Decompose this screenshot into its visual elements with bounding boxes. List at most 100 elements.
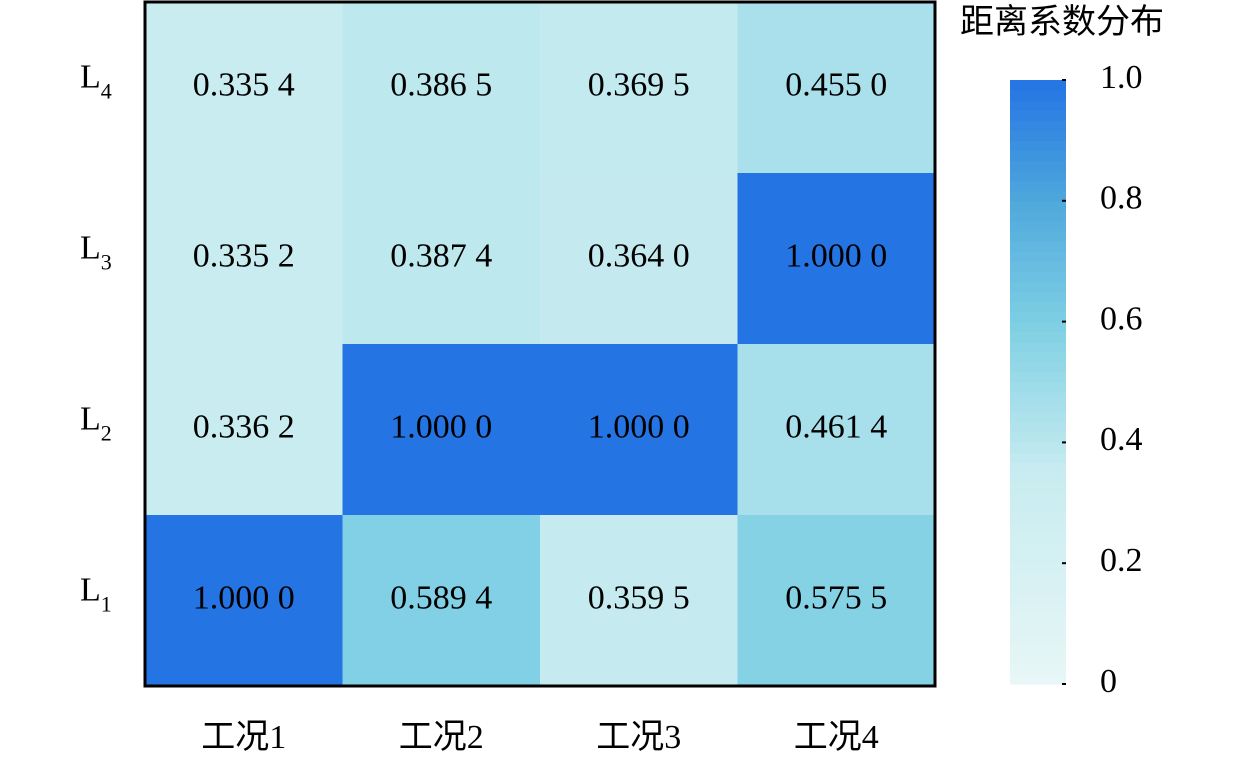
x-tick-label: 工况4 xyxy=(794,719,879,756)
colorbar-segment xyxy=(1010,371,1066,383)
colorbar-segment xyxy=(1010,663,1066,675)
colorbar-segment xyxy=(1010,533,1066,544)
colorbar-segment xyxy=(1010,543,1066,554)
cell-label: 1.000 0 xyxy=(588,408,690,445)
colorbar-segment xyxy=(1010,281,1066,292)
colorbar-segment xyxy=(1010,633,1066,645)
colorbar-tick-label: 0 xyxy=(1100,663,1117,700)
colorbar-segment xyxy=(1010,160,1066,172)
colorbar-segment xyxy=(1010,512,1066,524)
y-tick-label: L2 xyxy=(80,400,112,445)
heatmap-cell xyxy=(342,344,541,516)
colorbar-segment xyxy=(1010,623,1066,635)
colorbar-segment xyxy=(1010,392,1066,403)
cell-label: 0.335 2 xyxy=(193,237,295,274)
cell-label: 1.000 0 xyxy=(390,408,492,445)
colorbar-segment xyxy=(1010,643,1066,655)
cell-label: 0.455 0 xyxy=(785,66,887,103)
colorbar-segment xyxy=(1010,432,1066,443)
cell-label: 0.335 4 xyxy=(193,66,295,103)
colorbar-segment xyxy=(1010,573,1066,584)
cell-label: 0.387 4 xyxy=(390,237,492,274)
colorbar-segment xyxy=(1010,110,1066,121)
x-tick-label: 工况3 xyxy=(596,719,681,756)
colorbar-segment xyxy=(1010,170,1066,182)
y-tick-label: L1 xyxy=(80,571,112,616)
colorbar-segment xyxy=(1010,241,1066,252)
cell-label: 0.589 4 xyxy=(390,579,492,616)
colorbar-segment xyxy=(1010,472,1066,484)
plot-frame xyxy=(143,0,937,688)
heatmap-cell xyxy=(540,344,738,516)
heatmap-cell xyxy=(737,173,936,345)
heatmap-cell xyxy=(145,173,343,345)
colorbar-segment xyxy=(1010,140,1066,151)
colorbar-segment xyxy=(1010,462,1066,474)
y-tick-label: L4 xyxy=(80,58,112,103)
colorbar-segment xyxy=(1010,130,1066,141)
heatmap-cell xyxy=(342,515,541,687)
colorbar-segment xyxy=(1010,220,1066,232)
cell-label: 1.000 0 xyxy=(193,579,295,616)
colorbar-segment xyxy=(1010,603,1066,615)
colorbar-segment xyxy=(1010,251,1066,262)
cell-label: 0.386 5 xyxy=(390,66,492,103)
colorbar-tick-label: 0.2 xyxy=(1100,542,1143,579)
x-tick-label: 工况1 xyxy=(201,719,286,756)
colorbar-segment xyxy=(1010,402,1066,413)
heatmap-cell xyxy=(342,173,541,345)
colorbar-segment xyxy=(1010,90,1066,101)
cell-label: 0.359 5 xyxy=(588,579,690,616)
heatmap-cell xyxy=(342,2,541,174)
colorbar-segment xyxy=(1010,271,1066,282)
colorbar-segment xyxy=(1010,563,1066,574)
colorbar-segment xyxy=(1010,301,1066,313)
colorbar-segment xyxy=(1010,231,1066,242)
colorbar-segment xyxy=(1010,593,1066,604)
heatmap-cell xyxy=(737,2,936,174)
colorbar-tick-label: 0.6 xyxy=(1100,300,1143,337)
colorbar-segment xyxy=(1010,321,1066,333)
heatmap-cell xyxy=(540,173,738,345)
colorbar-segment xyxy=(1010,442,1066,453)
colorbar-segment xyxy=(1010,210,1066,222)
colorbar-segment xyxy=(1010,382,1066,393)
colorbar-segment xyxy=(1010,583,1066,594)
cell-label: 0.364 0 xyxy=(588,237,690,274)
colorbar-segment xyxy=(1010,492,1066,504)
colorbar-segment xyxy=(1010,553,1066,564)
heatmap-cell xyxy=(145,515,343,687)
cell-label: 0.336 2 xyxy=(193,408,295,445)
heatmap-cell xyxy=(540,2,738,174)
colorbar-segment xyxy=(1010,331,1066,343)
colorbar-segment xyxy=(1010,190,1066,202)
heatmap-cell xyxy=(737,344,936,516)
x-tick-label: 工况2 xyxy=(399,719,484,756)
heatmap-cell xyxy=(145,2,343,174)
colorbar-segment xyxy=(1010,452,1066,464)
colorbar-tick-label: 0.8 xyxy=(1100,180,1143,217)
cell-label: 0.461 4 xyxy=(785,408,887,445)
colorbar-segment xyxy=(1010,422,1066,433)
colorbar-segment xyxy=(1010,613,1066,625)
colorbar-segment xyxy=(1010,80,1066,91)
colorbar-segment xyxy=(1010,412,1066,423)
colorbar-title: 距离系数分布 xyxy=(960,3,1164,41)
colorbar-segment xyxy=(1010,361,1066,373)
colorbar-segment xyxy=(1010,261,1066,272)
colorbar-segment xyxy=(1010,351,1066,363)
colorbar-tick-label: 1.0 xyxy=(1100,59,1143,96)
heatmap-cell xyxy=(145,344,343,516)
colorbar-segment xyxy=(1010,482,1066,494)
colorbar-segment xyxy=(1010,673,1066,685)
colorbar-tick-label: 0.4 xyxy=(1100,421,1143,458)
heatmap-cell xyxy=(540,515,738,687)
colorbar-segment xyxy=(1010,291,1066,302)
colorbar-segment xyxy=(1010,522,1066,534)
cell-label: 0.369 5 xyxy=(588,66,690,103)
colorbar-segment xyxy=(1010,502,1066,514)
colorbar-segment xyxy=(1010,120,1066,131)
colorbar-segment xyxy=(1010,100,1066,111)
colorbar-segment xyxy=(1010,150,1066,162)
